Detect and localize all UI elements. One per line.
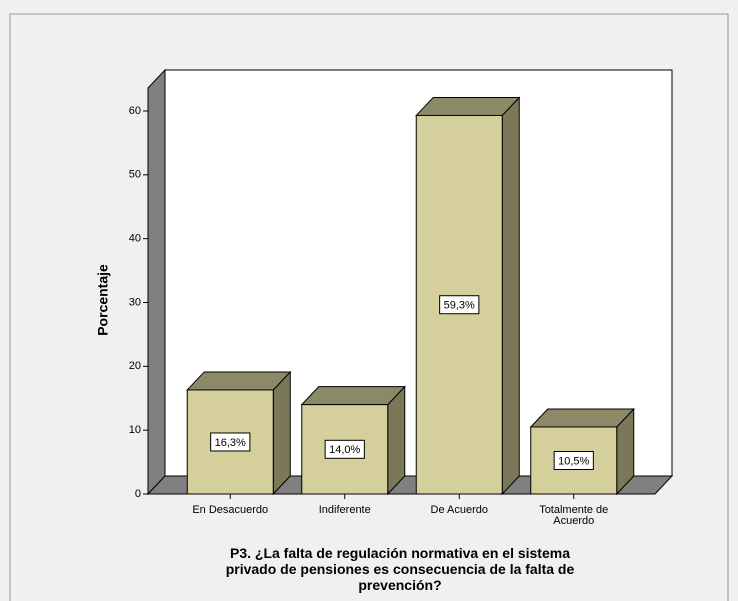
bar-top xyxy=(415,96,521,116)
bar-side xyxy=(501,96,520,496)
x-axis-label: P3. ¿La falta de regulación normativa en… xyxy=(229,545,570,561)
bar-top xyxy=(529,408,635,428)
data-label: 59,3% xyxy=(444,300,475,312)
x-axis-label: prevención? xyxy=(358,577,442,593)
data-label: 16,3% xyxy=(215,437,246,449)
left-wall xyxy=(147,68,166,496)
y-tick-label: 50 xyxy=(129,169,141,181)
data-label: 10,5% xyxy=(558,455,589,467)
y-tick-label: 20 xyxy=(129,360,141,372)
y-tick-label: 40 xyxy=(129,233,141,245)
x-axis-label: privado de pensiones es consecuencia de … xyxy=(225,561,575,577)
data-label-box xyxy=(553,450,594,470)
x-tick-label: De Acuerdo xyxy=(430,504,488,516)
x-tick-label: Indiferente xyxy=(318,504,371,516)
frame xyxy=(9,13,729,601)
data-label-box xyxy=(210,432,251,452)
x-tick-label: En Desacuerdo xyxy=(192,504,269,516)
y-tick-label: 30 xyxy=(129,296,141,308)
data-label-box xyxy=(439,295,480,315)
data-label: 14,0% xyxy=(329,444,360,456)
y-tick-label: 0 xyxy=(135,488,141,500)
x-tick-label: Totalmente de Acuerdo xyxy=(539,504,609,527)
bar-top xyxy=(300,386,406,406)
bar-side xyxy=(387,385,406,496)
y-tick-label: 10 xyxy=(129,424,141,436)
y-tick-label: 60 xyxy=(129,105,141,117)
bar-top xyxy=(186,371,292,391)
bar-side xyxy=(272,370,291,496)
y-axis-label: Porcentaje xyxy=(95,264,111,336)
data-label-box xyxy=(324,439,365,459)
